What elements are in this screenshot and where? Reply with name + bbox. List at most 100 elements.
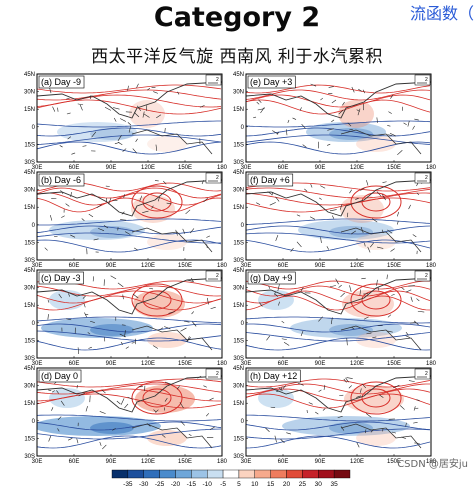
colorbar-tick-label: -35 — [123, 481, 133, 488]
colorbar-tick-label: -20 — [171, 481, 181, 488]
reference-vector-label: 2 — [216, 273, 219, 279]
lon-tick-label: 90E — [106, 361, 117, 367]
lat-tick-label: 30S — [233, 160, 244, 166]
panel-label: (f) Day +6 — [250, 175, 290, 185]
lat-tick-label: 15S — [233, 142, 244, 148]
colorbar-swatch — [302, 469, 319, 479]
lon-tick-label: 60E — [278, 459, 289, 465]
panel-label: (b) Day -6 — [41, 175, 81, 185]
colorbar-swatch — [286, 469, 303, 479]
figure-subtitle: 西太平洋反气旋 西南风 利于水汽累积 — [91, 47, 383, 67]
reference-vector-label: 2 — [425, 371, 428, 377]
lon-tick-label: 90E — [315, 361, 326, 367]
lat-tick-label: 0 — [32, 125, 36, 131]
lon-tick-label: 60E — [278, 165, 289, 171]
lat-tick-label: 15N — [24, 107, 35, 113]
lat-tick-label: 15S — [24, 436, 35, 442]
lat-tick-label: 30S — [233, 454, 244, 460]
colorbar-tick-label: 30 — [315, 481, 323, 488]
lat-tick-label: 15S — [233, 338, 244, 344]
lon-tick-label: 150E — [178, 263, 192, 269]
lat-tick-label: 0 — [241, 223, 245, 229]
lon-tick-label: 30E — [241, 361, 252, 367]
colorbar-tick-label: -10 — [202, 481, 212, 488]
lon-tick-label: 90E — [315, 165, 326, 171]
panel-label: (g) Day +9 — [250, 273, 292, 283]
lat-tick-label: 30N — [233, 90, 244, 96]
lat-tick-label: 15N — [24, 205, 35, 211]
colorbar-tick-label: 10 — [251, 481, 259, 488]
colorbar-swatch — [175, 469, 192, 479]
colorbar-swatch — [238, 469, 256, 479]
lat-tick-label: 45N — [24, 366, 35, 372]
lat-tick-label: 30N — [24, 286, 35, 292]
lon-tick-label: 120E — [350, 361, 364, 367]
lat-tick-label: 15S — [24, 338, 35, 344]
lat-tick-label: 30S — [24, 160, 35, 166]
colorbar-swatch — [159, 469, 176, 479]
lat-tick-label: 15N — [233, 205, 244, 211]
colorbar-swatch — [222, 469, 240, 479]
lat-tick-label: 15S — [24, 142, 35, 148]
lon-tick-label: 120E — [141, 361, 155, 367]
lat-tick-label: 30S — [233, 258, 244, 264]
colorbar: -35 -30 -25 -20 -15 -10 -5 5 10 15 20 25 30 35 — [111, 469, 351, 488]
lat-tick-label: 45N — [24, 72, 35, 78]
lat-tick-label: 45N — [233, 72, 244, 78]
lon-tick-label: 30E — [32, 263, 43, 269]
lat-tick-label: 15N — [233, 107, 244, 113]
lon-tick-label: 120E — [141, 263, 155, 269]
lat-tick-label: 45N — [24, 170, 35, 176]
lat-tick-label: 15S — [233, 240, 244, 246]
reference-vector-label: 2 — [425, 77, 428, 83]
colorbar-tick-label: -30 — [139, 481, 149, 488]
lon-tick-label: 180 — [217, 361, 228, 367]
lat-tick-label: 30S — [24, 356, 35, 362]
lon-tick-label: 60E — [69, 361, 80, 367]
lon-tick-label: 150E — [178, 165, 192, 171]
lon-tick-label: 150E — [387, 361, 401, 367]
lat-tick-label: 45N — [233, 268, 244, 274]
colorbar-swatch — [318, 469, 335, 479]
lon-tick-label: 30E — [32, 361, 43, 367]
lon-tick-label: 90E — [315, 459, 326, 465]
lon-tick-label: 150E — [387, 459, 401, 465]
lat-tick-label: 45N — [233, 366, 244, 372]
lon-tick-label: 120E — [350, 165, 364, 171]
reference-vector-label: 2 — [425, 175, 428, 181]
lon-tick-label: 60E — [69, 165, 80, 171]
lon-tick-label: 90E — [106, 263, 117, 269]
colorbar-swatch — [127, 469, 144, 479]
lat-tick-label: 30N — [233, 188, 244, 194]
lon-tick-label: 90E — [106, 459, 117, 465]
colorbar-tick-label: -15 — [187, 481, 197, 488]
panel-label: (e) Day +3 — [250, 77, 292, 87]
colorbar-swatch — [143, 469, 160, 479]
lon-tick-label: 150E — [387, 263, 401, 269]
panel-label: (c) Day -3 — [41, 273, 81, 283]
lon-tick-label: 60E — [69, 459, 80, 465]
colorbar-swatch — [111, 469, 129, 479]
lon-tick-label: 120E — [350, 263, 364, 269]
lat-tick-label: 15N — [24, 401, 35, 407]
lon-tick-label: 180 — [426, 459, 437, 465]
lon-tick-label: 30E — [241, 263, 252, 269]
lat-tick-label: 0 — [241, 419, 245, 425]
lon-tick-label: 150E — [178, 459, 192, 465]
lon-tick-label: 150E — [387, 165, 401, 171]
lon-tick-label: 90E — [315, 263, 326, 269]
lat-tick-label: 30N — [24, 188, 35, 194]
lat-tick-label: 15S — [233, 436, 244, 442]
lon-tick-label: 30E — [32, 165, 43, 171]
colorbar-swatch — [270, 469, 287, 479]
lon-tick-label: 30E — [241, 165, 252, 171]
lat-tick-label: 15N — [24, 303, 35, 309]
colorbar-tick-label: 20 — [283, 481, 291, 488]
lat-tick-label: 0 — [32, 223, 36, 229]
lat-tick-label: 0 — [32, 419, 36, 425]
